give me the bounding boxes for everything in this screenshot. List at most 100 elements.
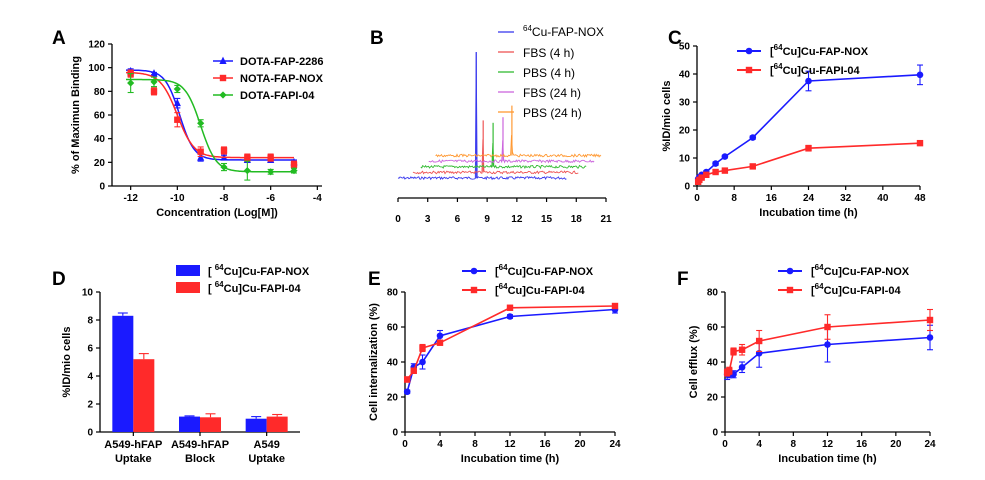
legend-superscript: 64	[815, 263, 824, 272]
y-axis-label: %ID/mio cells	[661, 81, 673, 152]
legend-superscript: 64	[523, 24, 532, 33]
y-tick-label: 60	[94, 111, 106, 122]
x-tick-label: -10	[170, 193, 185, 204]
y-axis-label: Cell internalization (%)	[368, 303, 380, 421]
x-axis-label: Incubation time (h)	[759, 207, 858, 219]
data-point	[150, 69, 158, 77]
legend-base-text: Cu]Cu-FAP-NOX	[508, 266, 594, 278]
legend-base-text: Cu]Cu-FAP-NOX	[783, 46, 869, 58]
data-point	[436, 332, 444, 340]
x-tick-label: 12	[504, 439, 516, 450]
y-tick-label: 0	[87, 428, 93, 439]
x-tick-label: 4	[437, 439, 443, 450]
legend-prefix: [	[770, 65, 774, 77]
data-point	[506, 304, 514, 311]
data-point	[926, 316, 934, 324]
y-tick-label: 120	[88, 40, 105, 51]
x-axis-label: Incubation time (h)	[778, 453, 877, 465]
x-tick-label: 16	[856, 439, 868, 450]
data-point	[419, 344, 426, 352]
panel-f: F 0 4 8 12 16 20 24 0 20 40 60 80 Incubation time (h)…	[677, 263, 936, 465]
y-axis-label: % of Maximun Binding	[70, 56, 82, 174]
y-tick-label: 40	[94, 134, 106, 145]
panel-c: C 0 8 16 24 32 40 48 0 10 20 30 40 50 Incubation time …	[661, 28, 926, 219]
bar	[200, 417, 221, 432]
legend-superscript: 64	[499, 263, 508, 272]
series	[403, 302, 619, 383]
legend-superscript: 64	[215, 280, 224, 289]
data-point	[150, 88, 158, 95]
x-tick-label: 0	[722, 439, 728, 450]
y-tick-label: 10	[82, 288, 94, 299]
series-dota-fapi-04	[126, 73, 298, 181]
data-point	[611, 302, 619, 310]
x-tick-label: 4	[756, 439, 762, 450]
x-tick-label: 16	[539, 439, 551, 450]
x-tick-label: 40	[877, 193, 889, 204]
data-point	[174, 116, 181, 123]
y-axis-label: %ID/mio cells	[61, 327, 73, 398]
legend-marker	[470, 267, 478, 275]
legend-marker	[745, 47, 753, 55]
legend-base-text: Cu-FAP-NOX	[532, 25, 604, 39]
panel-label-d: D	[52, 269, 66, 290]
data-point	[220, 163, 228, 171]
x-tick-label: 9	[484, 214, 490, 225]
legend-label: [ 64Cu]Cu-FAP-NOX	[208, 263, 310, 278]
data-point	[726, 367, 733, 374]
legend-swatch	[176, 265, 200, 276]
legend-label: [64Cu]Cu-FAP-NOX	[495, 263, 594, 278]
data-point	[698, 174, 705, 181]
y-tick-label: 40	[707, 358, 719, 369]
y-tick-label: 0	[99, 182, 105, 193]
x-axis-label: Incubation time (h)	[461, 453, 560, 465]
legend-base-text: Cu]Cu-FAP-NOX	[224, 266, 310, 278]
x-tick-label: 20	[890, 439, 902, 450]
data-point	[916, 139, 924, 147]
x-tick-label: 3	[425, 214, 431, 225]
legend-label: FBS (4 h)	[523, 46, 574, 60]
hplc-trace	[435, 135, 602, 158]
data-point	[916, 71, 924, 79]
y-tick-label: 40	[387, 358, 399, 369]
category-label: A549	[254, 439, 280, 451]
y-tick-label: 80	[707, 288, 719, 299]
data-point	[197, 148, 204, 155]
series	[723, 308, 934, 377]
legend-prefix: [	[811, 285, 815, 297]
legend-label: [ 64Cu]Cu-FAPI-04	[208, 280, 302, 295]
panel-e: E 0 4 8 12 16 20 24 0 20 40 60 80 Incubation time (h)…	[368, 263, 621, 465]
y-tick-label: 0	[392, 428, 398, 439]
category-label: Uptake	[248, 453, 285, 465]
data-point	[403, 376, 411, 383]
y-tick-label: 2	[87, 400, 93, 411]
x-tick-label: 24	[609, 439, 621, 450]
legend-base-text: Cu]Cu-FAP-NOX	[824, 266, 910, 278]
x-tick-label: 24	[803, 193, 815, 204]
data-point	[749, 163, 756, 170]
legend-base-text: Cu]Cu-FAPI-04	[783, 65, 861, 77]
legend-label: PBS (4 h)	[523, 66, 575, 80]
x-tick-label: 15	[541, 214, 553, 225]
data-point	[290, 161, 298, 168]
y-tick-label: 60	[387, 323, 399, 334]
x-tick-label: 12	[511, 214, 523, 225]
hplc-trace	[412, 139, 579, 175]
y-tick-label: 80	[94, 87, 106, 98]
x-tick-label: 48	[914, 193, 926, 204]
bar	[133, 359, 155, 432]
data-point	[197, 119, 205, 127]
legend-swatch	[176, 282, 200, 293]
category-label: A549-hFAP	[171, 439, 229, 451]
data-point	[506, 313, 514, 320]
data-point	[738, 363, 746, 371]
legend-label: [64Cu]Cu-FAPI-04	[770, 62, 860, 77]
x-tick-label: 0	[402, 439, 408, 450]
data-point	[721, 153, 729, 160]
data-point	[805, 77, 812, 85]
x-tick-label: -8	[220, 193, 229, 204]
data-point	[290, 167, 298, 175]
x-tick-label: 8	[731, 193, 737, 204]
y-tick-label: 80	[387, 288, 399, 299]
data-point	[926, 334, 934, 341]
